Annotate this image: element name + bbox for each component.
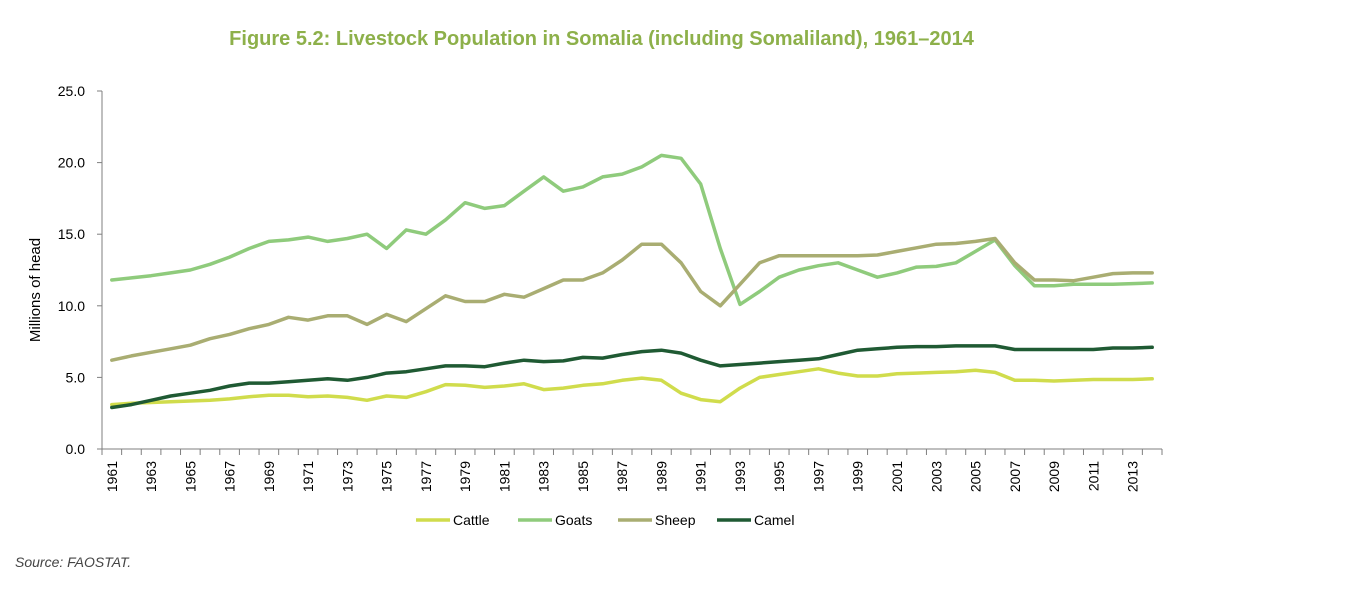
- x-tick-label: 1995: [771, 461, 787, 492]
- chart-title: Figure 5.2: Livestock Population in Soma…: [229, 28, 974, 50]
- x-tick-label: 1973: [339, 461, 355, 492]
- series-lines: [110, 153, 1154, 410]
- y-tick-label: 0.0: [66, 441, 86, 457]
- x-tick-label: 1991: [693, 461, 709, 492]
- legend-label-cattle: Cattle: [453, 512, 490, 528]
- x-tick-label: 1985: [575, 461, 591, 492]
- y-tick-label: 15.0: [58, 226, 85, 242]
- legend: Cattle Goats Sheep Camel: [416, 512, 794, 528]
- x-tick-label: 1989: [653, 461, 669, 492]
- x-tick-labels: 1961 1963 1965 1967 1969 1971 1973 1975 1977 1979…: [104, 461, 1141, 492]
- x-tick-label: 1965: [182, 461, 198, 492]
- x-tick-label: 1997: [810, 461, 826, 492]
- x-tick-label: 2005: [968, 461, 984, 492]
- y-tick-label: 25.0: [58, 83, 85, 99]
- y-tick-label: 10.0: [58, 298, 85, 314]
- x-tick-label: 2013: [1125, 461, 1141, 492]
- x-tick-label: 1967: [222, 461, 238, 492]
- source-note: Source: FAOSTAT.: [15, 554, 132, 570]
- series-line-goats: [110, 153, 1154, 307]
- x-tick-label: 1977: [418, 461, 434, 492]
- legend-label-sheep: Sheep: [655, 512, 696, 528]
- x-tick-label: 2009: [1046, 461, 1062, 492]
- x-tick-label: 1971: [300, 461, 316, 492]
- x-tick-label: 2003: [928, 461, 944, 492]
- legend-label-goats: Goats: [555, 512, 592, 528]
- x-tick-label: 1975: [379, 461, 395, 492]
- y-tick-label: 5.0: [66, 369, 86, 385]
- x-tick-label: 1979: [457, 461, 473, 492]
- axes: [97, 90, 1163, 455]
- x-tick-label: 1981: [496, 461, 512, 492]
- x-tick-label: 2007: [1007, 461, 1023, 492]
- x-tick-label: 1963: [143, 461, 159, 492]
- x-tick-label: 1993: [732, 461, 748, 492]
- x-tick-label: 2001: [889, 461, 905, 492]
- x-tick-label: 1983: [536, 461, 552, 492]
- x-tick-label: 2011: [1085, 461, 1101, 491]
- legend-label-camel: Camel: [754, 512, 794, 528]
- y-tick-label: 20.0: [58, 155, 85, 171]
- series-line-cattle: [110, 367, 1154, 407]
- y-tick-labels: 0.0 5.0 10.0 15.0 20.0 25.0: [58, 83, 85, 457]
- x-tick-label: 1987: [614, 461, 630, 492]
- y-axis-label: Millions of head: [27, 238, 44, 342]
- series-line-camel: [110, 344, 1154, 410]
- x-tick-label: 1969: [261, 461, 277, 492]
- x-tick-label: 1961: [104, 461, 120, 492]
- x-tick-label: 1999: [850, 461, 866, 492]
- series-line-sheep: [110, 236, 1154, 362]
